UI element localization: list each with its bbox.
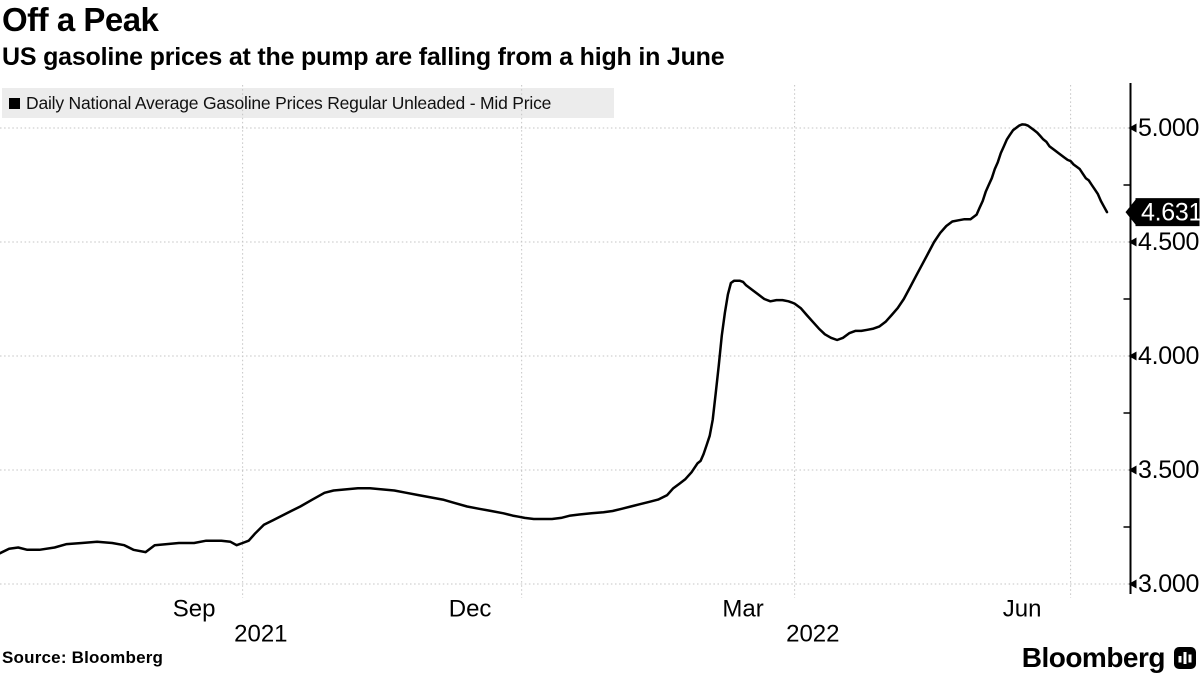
legend-label: Daily National Average Gasoline Prices R… bbox=[26, 92, 552, 113]
last-value-label: 4.631 bbox=[1141, 199, 1200, 227]
y-tick-arrow-icon bbox=[1128, 465, 1137, 475]
legend-background bbox=[2, 88, 614, 118]
bloomberg-bars-bubble-icon bbox=[1174, 647, 1196, 669]
x-axis-month-label: Mar bbox=[722, 596, 763, 623]
x-axis-month-label: Sep bbox=[173, 596, 216, 623]
chart-subtitle: US gasoline prices at the pump are falli… bbox=[2, 43, 725, 71]
bloomberg-logo: Bloomberg bbox=[1022, 642, 1196, 674]
y-axis-label: 5.000 bbox=[1138, 114, 1199, 142]
y-tick-arrow-icon bbox=[1128, 237, 1137, 247]
y-axis-label: 3.500 bbox=[1138, 456, 1199, 484]
x-axis-month-label: Dec bbox=[449, 596, 492, 623]
y-tick-arrow-icon bbox=[1128, 123, 1137, 133]
last-value-badge bbox=[1135, 198, 1200, 227]
y-axis-label: 3.000 bbox=[1138, 570, 1199, 598]
last-value-badge-arrow bbox=[1125, 199, 1136, 226]
source-note: Source: Bloomberg bbox=[2, 648, 164, 667]
y-tick-arrow-icon bbox=[1128, 579, 1137, 589]
x-axis-month-label: Jun bbox=[1003, 596, 1042, 623]
legend: Daily National Average Gasoline Prices R… bbox=[9, 88, 551, 118]
y-tick-arrow-icon bbox=[1128, 351, 1137, 361]
x-axis-year-label: 2022 bbox=[786, 621, 839, 648]
bloomberg-wordmark: Bloomberg bbox=[1021, 642, 1166, 673]
x-axis-year-label: 2021 bbox=[234, 621, 287, 648]
y-axis-label: 4.500 bbox=[1138, 228, 1199, 256]
y-axis-label: 4.000 bbox=[1138, 342, 1199, 370]
legend-swatch-icon bbox=[9, 97, 20, 109]
page-title: Off a Peak bbox=[2, 1, 159, 38]
price-line bbox=[0, 123, 1109, 555]
